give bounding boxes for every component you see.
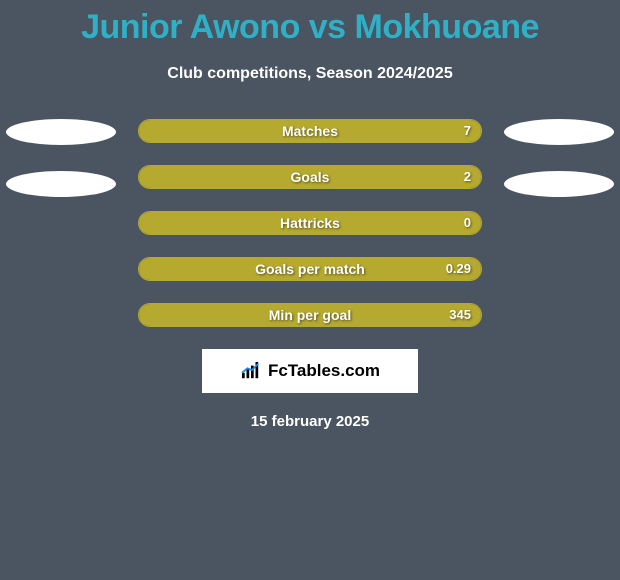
stat-label: Min per goal: [139, 304, 481, 326]
player2-photo-row1: [504, 171, 614, 197]
subtitle: Club competitions, Season 2024/2025: [0, 65, 620, 83]
comparison-chart: Matches7Goals2Hattricks0Goals per match0…: [0, 119, 620, 327]
logo-box[interactable]: FcTables.com: [202, 349, 418, 393]
date-text: 15 february 2025: [0, 413, 620, 430]
stats-container: Matches7Goals2Hattricks0Goals per match0…: [0, 119, 620, 327]
stat-row: Min per goal345: [138, 303, 482, 327]
stat-row: Matches7: [138, 119, 482, 143]
stat-row: Goals per match0.29: [138, 257, 482, 281]
stat-value: 0.29: [446, 258, 471, 280]
stat-label: Goals per match: [139, 258, 481, 280]
stat-value: 2: [464, 166, 471, 188]
stat-value: 7: [464, 120, 471, 142]
logo-text: FcTables.com: [268, 361, 380, 381]
chart-icon: [240, 362, 262, 380]
stat-row: Hattricks0: [138, 211, 482, 235]
stat-label: Matches: [139, 120, 481, 142]
page-title: Junior Awono vs Mokhuoane: [0, 0, 620, 47]
stat-label: Hattricks: [139, 212, 481, 234]
stat-value: 0: [464, 212, 471, 234]
stat-label: Goals: [139, 166, 481, 188]
player1-photo-row1: [6, 171, 116, 197]
stat-value: 345: [449, 304, 471, 326]
player1-photo-row0: [6, 119, 116, 145]
player2-photo-row0: [504, 119, 614, 145]
stat-row: Goals2: [138, 165, 482, 189]
